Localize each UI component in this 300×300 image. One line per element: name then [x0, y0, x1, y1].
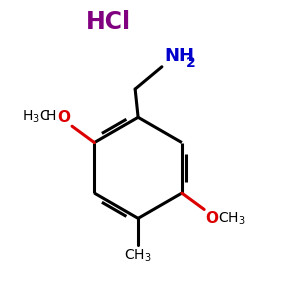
- Text: HCl: HCl: [86, 10, 131, 34]
- Text: NH: NH: [165, 47, 195, 65]
- Text: H$_3$C: H$_3$C: [22, 108, 50, 125]
- Text: O: O: [58, 110, 70, 125]
- Text: 2: 2: [186, 56, 196, 70]
- Text: CH$_3$: CH$_3$: [218, 211, 246, 227]
- Text: H: H: [45, 109, 56, 123]
- Text: CH$_3$: CH$_3$: [124, 248, 152, 265]
- Text: O: O: [205, 211, 218, 226]
